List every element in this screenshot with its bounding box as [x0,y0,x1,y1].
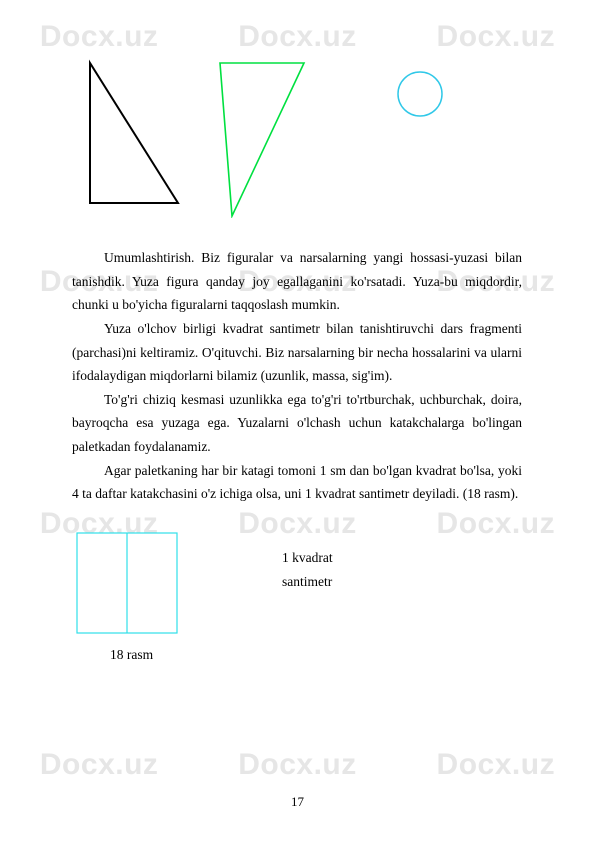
circle-cyan [392,66,452,126]
watermark-text: Docx.uz [40,748,159,782]
triangle-green [212,58,312,218]
paragraph-1: Umumlashtirish. Biz figuralar va narsala… [72,246,522,317]
watermark-text: Docx.uz [437,20,556,54]
figure-caption: 18 rasm [110,647,182,663]
paragraph-4: Agar paletkaning har bir katagi tomoni 1… [72,459,522,506]
square-label-1: 1 kvadrat [282,546,333,570]
paragraph-3: To'g'ri chiziq kesmasi uzunlikka ega to'… [72,388,522,459]
page-number: 17 [0,794,595,810]
watermark-text: Docx.uz [238,748,357,782]
watermark-row-1: Docx.uz Docx.uz Docx.uz [0,20,595,54]
triangle-black [82,58,182,208]
square-figure: 18 rasm [72,528,182,663]
shapes-row [82,58,522,218]
page-content: Umumlashtirish. Biz figuralar va narsala… [72,58,522,663]
watermark-text: Docx.uz [238,20,357,54]
square-label-2: santimetr [282,570,333,594]
watermark-text: Docx.uz [40,20,159,54]
square-labels: 1 kvadrat santimetr [282,546,333,593]
square-diagram [72,528,182,638]
watermark-row-4: Docx.uz Docx.uz Docx.uz [0,748,595,782]
square-figure-block: 18 rasm 1 kvadrat santimetr [72,528,522,663]
paragraph-2: Yuza o'lchov birligi kvadrat santimetr b… [72,317,522,388]
watermark-text: Docx.uz [437,748,556,782]
